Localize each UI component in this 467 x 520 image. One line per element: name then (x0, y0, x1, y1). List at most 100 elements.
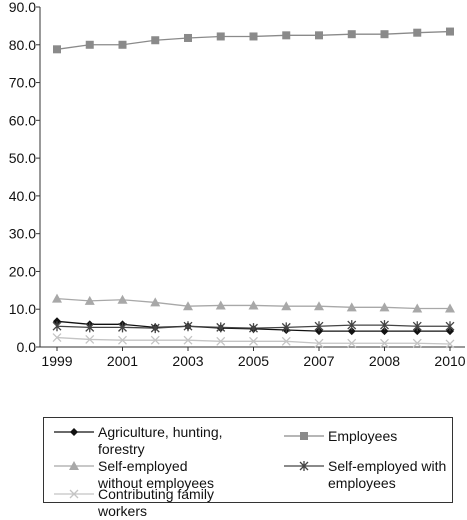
data-point (118, 322, 127, 333)
legend-label: Contributing family workers (98, 486, 214, 519)
data-point (281, 336, 291, 346)
data-point (215, 300, 226, 310)
marker-shape (445, 303, 455, 313)
marker-shape (413, 28, 422, 37)
legend: Agriculture, hunting, forestry Employees S… (43, 417, 453, 519)
marker-shape (52, 333, 62, 343)
marker-shape (380, 338, 389, 348)
marker-shape (70, 428, 78, 436)
y-tick-label: 80.0 (9, 37, 36, 53)
marker-shape (412, 338, 422, 348)
marker-shape (249, 323, 258, 334)
data-point (53, 45, 61, 54)
legend-swatch (284, 461, 324, 471)
data-point (445, 321, 455, 332)
data-point (183, 321, 193, 332)
marker-shape (412, 303, 423, 313)
data-point (249, 32, 258, 41)
data-point (118, 40, 127, 49)
data-point (445, 339, 455, 349)
marker-shape (150, 323, 160, 334)
marker-shape (347, 320, 357, 331)
marker-shape (52, 321, 62, 332)
marker-shape (84, 295, 95, 305)
marker-shape (69, 461, 79, 470)
legend-item: Employees (284, 428, 449, 445)
legend-swatch (284, 432, 324, 440)
marker-shape (184, 33, 192, 42)
page: {"chart_data": {"type": "line", "categor… (8, 0, 466, 519)
data-point (85, 322, 95, 333)
marker-shape (314, 338, 324, 348)
data-point (380, 338, 389, 348)
data-point (150, 323, 160, 334)
marker-shape (150, 335, 160, 345)
data-point (314, 338, 324, 348)
marker-shape (446, 27, 454, 36)
marker-shape (248, 300, 259, 310)
legend-swatch (54, 428, 94, 436)
y-tick-label: 30.0 (9, 226, 36, 242)
y-tick-label: 10.0 (9, 301, 36, 317)
data-point (314, 321, 324, 332)
marker-shape (281, 301, 292, 311)
data-point (412, 303, 423, 313)
data-point (347, 338, 357, 348)
marker-shape (216, 322, 226, 333)
x-tick-label: 1999 (41, 353, 72, 369)
marker-shape (118, 335, 127, 345)
marker-shape (216, 336, 226, 346)
y-tick-label: 0.0 (17, 339, 37, 355)
marker-shape (118, 40, 127, 49)
legend-item: Agriculture, hunting, forestry (54, 424, 279, 458)
marker-shape (52, 293, 62, 303)
marker-shape (380, 320, 389, 331)
marker-shape (445, 339, 455, 349)
data-point (216, 336, 226, 346)
legend-label: Self-employed without employees (98, 458, 214, 491)
marker-shape (85, 334, 95, 344)
marker-shape (118, 322, 127, 333)
data-point (346, 302, 357, 312)
legend-swatch (54, 489, 94, 499)
marker-shape (85, 322, 95, 333)
y-tick-label: 70.0 (9, 75, 36, 91)
data-point (380, 327, 389, 336)
legend-marker (300, 432, 308, 440)
data-point (412, 338, 422, 348)
marker-shape (347, 338, 357, 348)
chart: 0.0 10.0 20.0 30.0 40.0 50.0 60.0 70.0 80.0 90.0 1… (9, 0, 466, 369)
legend-marker (69, 461, 79, 470)
marker-shape (117, 294, 128, 304)
data-point (151, 36, 160, 45)
legend-label: Employees (328, 428, 398, 444)
marker-shape (216, 32, 225, 41)
data-point (52, 293, 62, 303)
legend-item: Self-employed with employees (284, 458, 449, 492)
marker-shape (249, 336, 258, 346)
data-point (216, 32, 225, 41)
y-tick-label: 50.0 (9, 150, 36, 166)
data-point (282, 31, 291, 40)
marker-shape (215, 300, 226, 310)
marker-shape (445, 321, 455, 332)
data-point (52, 333, 62, 343)
data-point (314, 301, 324, 311)
marker-shape (151, 36, 160, 45)
legend-label: Self-employed with employees (328, 458, 447, 491)
data-point (183, 335, 193, 345)
data-point (281, 301, 292, 311)
marker-shape (299, 461, 309, 471)
data-point (249, 323, 258, 334)
legend-item: Self-employed without employees (54, 458, 279, 492)
legend-label: Agriculture, hunting, forestry (98, 424, 223, 457)
data-point (184, 33, 192, 42)
data-point (380, 320, 389, 331)
x-tick-label: 2003 (172, 353, 203, 369)
marker-shape (380, 30, 389, 39)
data-point (85, 40, 94, 49)
data-point (347, 30, 356, 39)
data-point (445, 303, 455, 313)
marker-shape (347, 30, 356, 39)
data-point (380, 30, 389, 39)
